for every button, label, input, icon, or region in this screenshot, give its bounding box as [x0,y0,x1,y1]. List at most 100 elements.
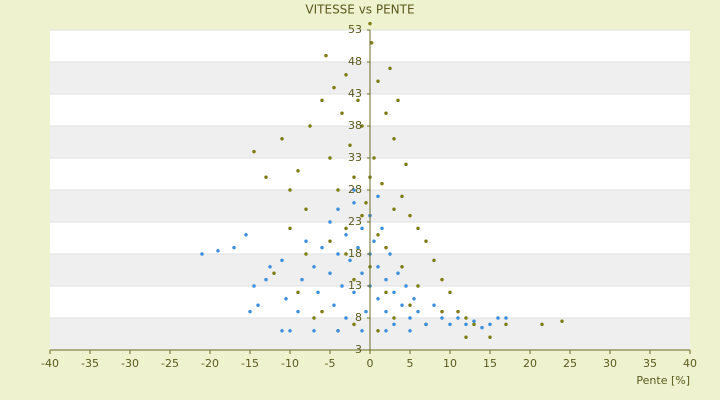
point [304,252,308,256]
point [216,248,220,253]
point [288,226,292,231]
point [408,316,412,320]
point [384,290,388,295]
point [384,277,388,282]
point [560,319,564,324]
point [388,66,392,71]
point [380,181,384,186]
point [248,309,252,314]
point [448,322,452,327]
y-tick-label: 3 [355,343,362,356]
x-tick-label: -25 [161,357,179,370]
point [392,322,396,327]
point [392,207,396,211]
point [252,284,256,288]
point [380,226,384,231]
point [464,316,468,320]
point [352,322,356,327]
y-tick-label: 48 [348,55,362,68]
point [308,124,312,128]
x-tick-label: 20 [523,357,537,370]
point [352,175,356,179]
point [320,98,324,103]
x-tick-label: -30 [121,357,139,370]
y-tick-label: 8 [355,311,362,324]
point [344,252,348,256]
point [348,143,352,147]
x-tick-label: 30 [603,357,617,370]
point [332,85,336,90]
point [504,316,508,320]
point [268,264,272,269]
point [364,200,368,205]
point [336,207,340,211]
point [376,232,380,237]
x-tick-label: -10 [281,357,299,370]
point [304,207,308,211]
point [464,335,468,340]
point [464,322,468,327]
point [296,290,300,295]
point [232,245,236,250]
point [456,309,460,314]
point [416,226,420,231]
point [440,316,444,320]
point [368,21,372,26]
point [360,213,364,218]
point [364,309,368,314]
point [360,328,364,333]
point [280,136,284,141]
point [384,245,388,250]
point [320,309,324,314]
point [312,328,316,333]
point [332,303,336,308]
point [408,303,412,308]
y-tick-label: 13 [348,279,362,292]
point [376,296,380,301]
point [376,194,380,199]
y-tick-label: 43 [348,87,362,100]
point [344,226,348,231]
point [384,111,388,115]
point [396,98,400,103]
point [408,213,412,218]
point [244,232,248,237]
x-tick-label: 15 [483,357,497,370]
point [344,316,348,320]
x-tick-label: 5 [407,357,414,370]
point [328,220,332,224]
point [312,264,316,269]
point [280,328,284,333]
point [488,322,492,327]
x-tick-label: 40 [683,357,697,370]
point [264,175,268,179]
point [384,309,388,314]
point [440,277,444,282]
point [328,239,332,243]
point [424,239,428,243]
point [392,316,396,320]
point [456,316,460,320]
point [296,168,300,173]
point [360,226,364,231]
point [252,149,256,154]
point [288,188,292,192]
point [312,316,316,320]
point [496,316,500,320]
point [472,319,476,324]
point [432,258,436,263]
x-tick-label: 35 [643,357,657,370]
point [400,303,404,308]
point [392,290,396,295]
point [408,328,412,333]
point [416,284,420,288]
point [356,245,360,250]
point [280,258,284,263]
y-tick-label: 38 [348,119,362,132]
point [304,239,308,243]
point [272,271,276,276]
point [400,264,404,269]
x-tick-label: -5 [325,357,336,370]
point [284,296,288,301]
